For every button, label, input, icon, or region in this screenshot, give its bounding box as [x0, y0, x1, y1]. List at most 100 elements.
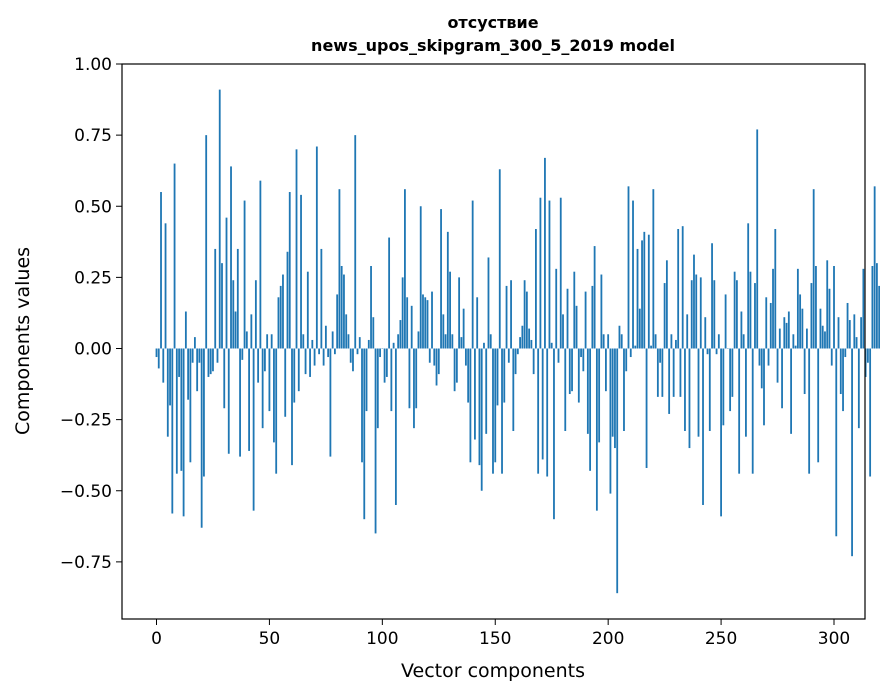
- bar-component-255: [731, 348, 734, 397]
- bar-component-264: [751, 348, 754, 474]
- bar-component-236: [688, 348, 691, 449]
- bar-component-51: [270, 334, 273, 349]
- bar-component-214: [638, 308, 641, 349]
- bar-component-36: [236, 248, 239, 349]
- bar-component-166: [530, 339, 533, 349]
- bar-component-279: [785, 322, 788, 349]
- bar-component-31: [225, 217, 228, 349]
- bars-group: [155, 89, 880, 594]
- bar-component-174: [548, 200, 551, 349]
- bar-component-13: [184, 311, 187, 349]
- bar-component-11: [180, 348, 183, 471]
- bar-component-186: [575, 305, 578, 349]
- bar-component-147: [487, 257, 490, 349]
- bar-component-76: [327, 348, 330, 358]
- bar-component-210: [629, 348, 632, 358]
- bar-component-276: [778, 328, 781, 349]
- bar-component-39: [243, 200, 246, 349]
- bar-component-27: [216, 348, 219, 363]
- bar-component-164: [525, 291, 528, 349]
- bar-component-272: [769, 302, 772, 349]
- bar-component-246: [711, 243, 713, 349]
- bar-component-79: [334, 348, 336, 355]
- bar-component-204: [616, 348, 619, 594]
- bar-component-209: [627, 186, 630, 349]
- bar-component-180: [562, 314, 564, 349]
- bar-component-103: [388, 237, 391, 349]
- bar-component-146: [485, 348, 488, 434]
- bar-component-65: [302, 334, 305, 349]
- bar-component-172: [544, 157, 546, 349]
- bar-component-201: [609, 348, 612, 494]
- bar-component-313: [862, 268, 865, 349]
- bar-component-131: [451, 334, 454, 349]
- bar-component-308: [851, 348, 853, 557]
- bar-component-92: [363, 348, 366, 520]
- bar-component-157: [510, 280, 512, 349]
- bar-component-109: [401, 277, 404, 349]
- bar-component-249: [717, 334, 720, 349]
- bar-component-12: [182, 348, 185, 517]
- bar-component-291: [812, 189, 815, 349]
- bar-component-74: [322, 348, 325, 366]
- bar-component-159: [514, 348, 517, 375]
- bar-component-106: [394, 348, 397, 505]
- bar-component-190: [584, 291, 587, 349]
- bar-component-53: [275, 348, 278, 474]
- bar-component-110: [404, 189, 406, 349]
- bar-component-58: [286, 251, 289, 349]
- bar-component-71: [315, 146, 318, 349]
- bar-component-294: [819, 308, 822, 349]
- bar-component-252: [724, 294, 727, 349]
- plot-frame: [121, 63, 866, 620]
- bar-component-238: [693, 254, 695, 349]
- bar-component-23: [207, 348, 210, 377]
- bar-component-231: [677, 229, 680, 349]
- bar-component-132: [453, 348, 456, 392]
- bar-component-310: [855, 337, 858, 349]
- bar-component-96: [372, 317, 375, 349]
- bar-component-194: [593, 246, 596, 349]
- bar-component-98: [376, 348, 379, 429]
- bar-component-221: [654, 334, 657, 349]
- bar-component-82: [340, 266, 343, 349]
- bar-component-93: [365, 348, 368, 412]
- bar-component-35: [234, 311, 237, 349]
- bar-component-113: [410, 305, 413, 349]
- bar-component-116: [417, 331, 420, 349]
- bar-component-143: [478, 348, 481, 466]
- bar-component-266: [756, 129, 759, 349]
- bar-component-268: [760, 348, 763, 389]
- bar-component-288: [806, 328, 808, 349]
- bar-component-187: [577, 348, 580, 403]
- y-tick-label: 0.25: [74, 268, 112, 288]
- bar-component-62: [295, 149, 298, 349]
- bar-component-87: [352, 348, 354, 372]
- bar-component-225: [663, 283, 666, 349]
- bar-component-3: [162, 348, 165, 383]
- bar-component-232: [679, 348, 682, 397]
- bar-component-151: [496, 348, 499, 406]
- bar-component-302: [837, 317, 840, 349]
- bar-component-257: [735, 280, 738, 349]
- bar-component-15: [189, 348, 192, 463]
- bar-component-178: [557, 348, 560, 363]
- bar-component-300: [833, 266, 835, 349]
- bar-component-309: [853, 314, 856, 349]
- bar-component-149: [492, 348, 494, 474]
- bar-component-228: [670, 334, 673, 349]
- chart-title-line1: отсуствие: [447, 13, 538, 32]
- bar-component-64: [300, 194, 302, 349]
- bar-component-234: [684, 348, 686, 431]
- bar-component-133: [455, 348, 458, 383]
- bar-component-34: [232, 280, 235, 349]
- bar-component-136: [462, 308, 465, 349]
- y-axis-label: Components values: [12, 247, 34, 435]
- bar-component-223: [659, 348, 662, 363]
- x-axis-label: Vector components: [401, 660, 585, 682]
- bar-component-119: [424, 297, 427, 349]
- bar-component-179: [559, 197, 562, 349]
- bar-component-189: [582, 348, 585, 372]
- bar-component-289: [808, 348, 811, 474]
